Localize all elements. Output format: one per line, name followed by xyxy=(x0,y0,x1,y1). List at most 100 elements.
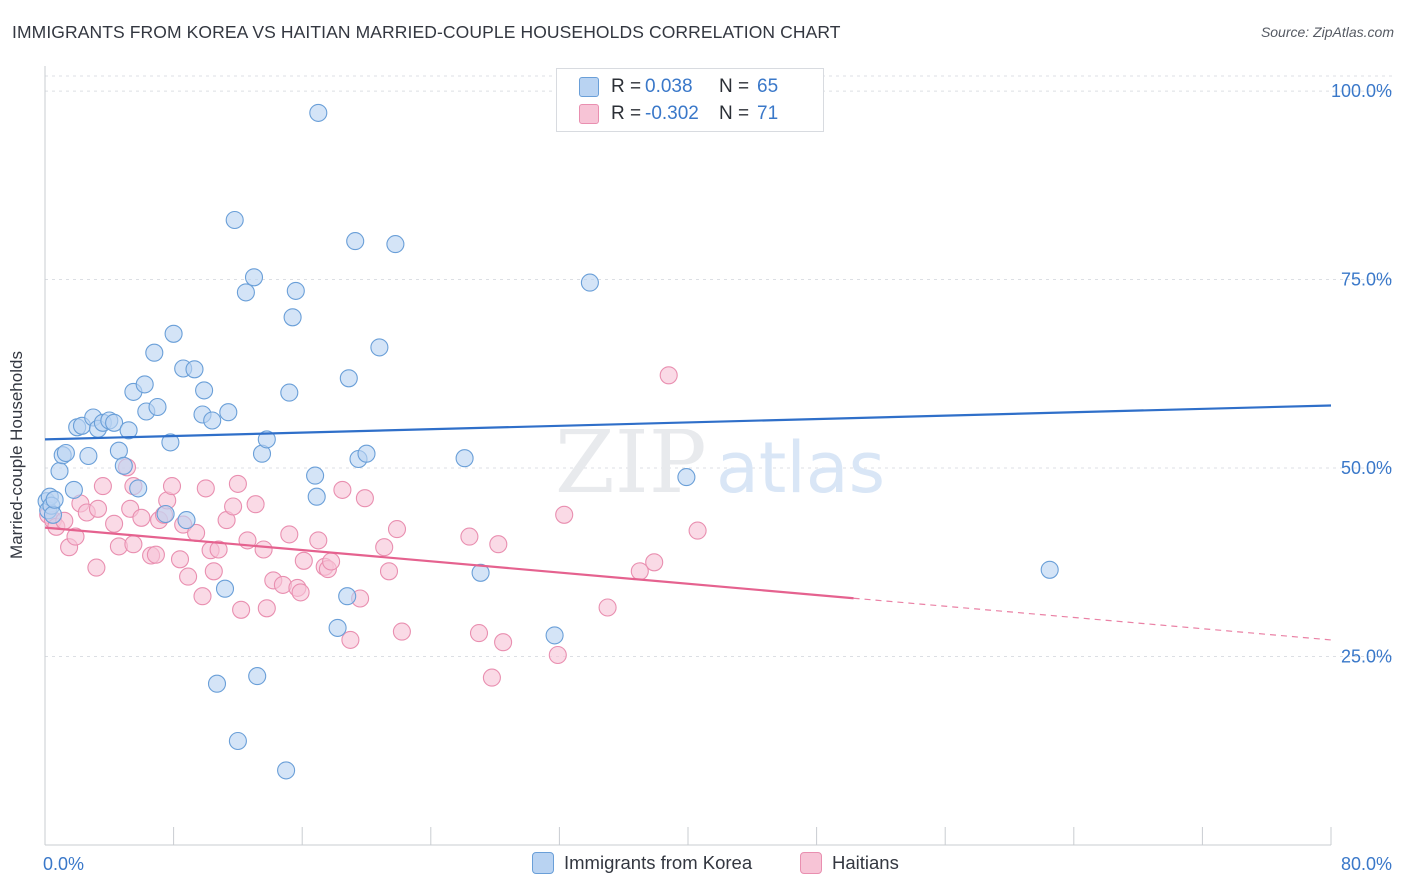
haitians-point xyxy=(333,480,352,499)
haitians-point xyxy=(162,477,182,496)
r-label: R = xyxy=(611,103,642,124)
haitians-point xyxy=(224,497,243,516)
haitians-point xyxy=(379,562,399,581)
korea-point xyxy=(195,381,214,400)
haitians-point xyxy=(469,624,489,643)
haitians-point xyxy=(170,550,190,569)
haitians-point xyxy=(254,540,273,559)
korea-point xyxy=(328,618,347,637)
r-value: -0.302 xyxy=(645,103,699,124)
korea-trend-line xyxy=(44,404,1332,441)
n-label: N = xyxy=(719,76,750,97)
haitians-point xyxy=(291,583,310,602)
korea-point xyxy=(45,490,64,509)
haitians-trend-line xyxy=(44,526,854,600)
legend-item-haitians[interactable]: Haitians xyxy=(800,852,899,874)
haitians-point xyxy=(494,633,513,652)
haitians-point xyxy=(66,527,85,546)
korea-point xyxy=(129,479,148,498)
haitians-point xyxy=(146,545,165,564)
haitians-point xyxy=(355,489,374,508)
korea-point xyxy=(677,468,696,487)
korea-point xyxy=(156,504,175,524)
korea-point xyxy=(277,761,296,780)
korea-point xyxy=(471,563,490,582)
stats-legend: R = 0.038 N = 65 R = -0.302 N = 71 xyxy=(556,68,824,132)
korea-point xyxy=(105,413,124,432)
series-legend: Immigrants from Korea Haitians xyxy=(0,852,1406,878)
haitians-trend-line-extrapolated xyxy=(853,597,1332,641)
korea-point xyxy=(161,433,180,452)
korea-point xyxy=(257,430,276,449)
korea-point xyxy=(207,674,227,693)
korea-point xyxy=(145,343,164,362)
y-tick-label: 50.0% xyxy=(1341,458,1392,478)
haitians-point xyxy=(548,645,567,665)
haitians-point xyxy=(688,521,707,540)
haitians-point xyxy=(375,538,394,557)
gridlines xyxy=(45,75,1392,658)
haitians-point xyxy=(88,499,108,518)
korea-point xyxy=(56,443,75,463)
haitians-point xyxy=(246,495,265,514)
y-tick-label: 100.0% xyxy=(1331,81,1392,101)
haitians-point xyxy=(309,531,328,550)
korea-legend-swatch xyxy=(532,852,554,874)
korea-point xyxy=(370,338,389,357)
korea-point xyxy=(109,441,128,460)
r-label: R = xyxy=(611,76,642,97)
korea-point xyxy=(50,462,69,481)
watermark-zip: ZIP xyxy=(555,413,707,513)
korea-point xyxy=(228,731,247,751)
korea-point xyxy=(64,480,83,499)
korea-point xyxy=(114,456,133,475)
korea-point xyxy=(43,505,63,524)
korea-point xyxy=(386,235,405,254)
haitians-legend-swatch xyxy=(800,852,822,874)
axes xyxy=(44,66,1332,846)
haitians-point xyxy=(228,474,247,493)
legend-item-korea[interactable]: Immigrants from Korea xyxy=(532,852,752,874)
korea-point xyxy=(455,449,474,468)
haitians-point xyxy=(87,558,106,577)
korea-points xyxy=(37,103,1059,780)
korea-point xyxy=(225,210,244,230)
tick-labels: 25.0% 50.0% 75.0% 100.0% 0.0% 80.0% xyxy=(43,81,1392,874)
x-tick-label: 80.0% xyxy=(1341,854,1392,874)
haitians-point xyxy=(257,599,276,618)
haitians-point xyxy=(193,587,212,606)
korea-point xyxy=(346,232,365,251)
korea-point xyxy=(283,308,302,327)
haitians-point xyxy=(179,567,198,586)
stats-row-korea: R = 0.038 N = 65 xyxy=(579,75,785,99)
korea-point xyxy=(148,397,167,417)
korea-point xyxy=(307,487,326,506)
source-label: Source: ZipAtlas.com xyxy=(1260,24,1394,40)
korea-point xyxy=(135,375,154,394)
haitians-point xyxy=(341,630,360,649)
korea-point xyxy=(357,444,376,463)
haitians-point xyxy=(598,598,617,617)
legend-label-korea: Immigrants from Korea xyxy=(564,852,753,873)
haitians-point xyxy=(489,535,508,554)
y-axis-label: Married-couple Households xyxy=(7,351,26,559)
korea-point xyxy=(309,103,328,122)
korea-swatch xyxy=(579,77,599,97)
haitians-point xyxy=(196,479,215,498)
watermark: ZIP atlas xyxy=(555,413,885,513)
korea-point xyxy=(119,421,138,440)
n-value: 65 xyxy=(757,76,779,97)
n-value: 71 xyxy=(757,103,779,124)
haitians-point xyxy=(482,668,501,687)
x-tick-label: 0.0% xyxy=(43,854,84,874)
korea-point xyxy=(177,511,196,530)
y-tick-label: 25.0% xyxy=(1341,647,1392,667)
haitians-point xyxy=(460,527,479,546)
haitians-point xyxy=(105,514,124,533)
watermark-atlas: atlas xyxy=(716,427,885,509)
korea-point xyxy=(164,324,183,343)
korea-point xyxy=(338,587,357,606)
korea-point xyxy=(79,446,98,466)
legend-label-haitians: Haitians xyxy=(832,852,899,873)
